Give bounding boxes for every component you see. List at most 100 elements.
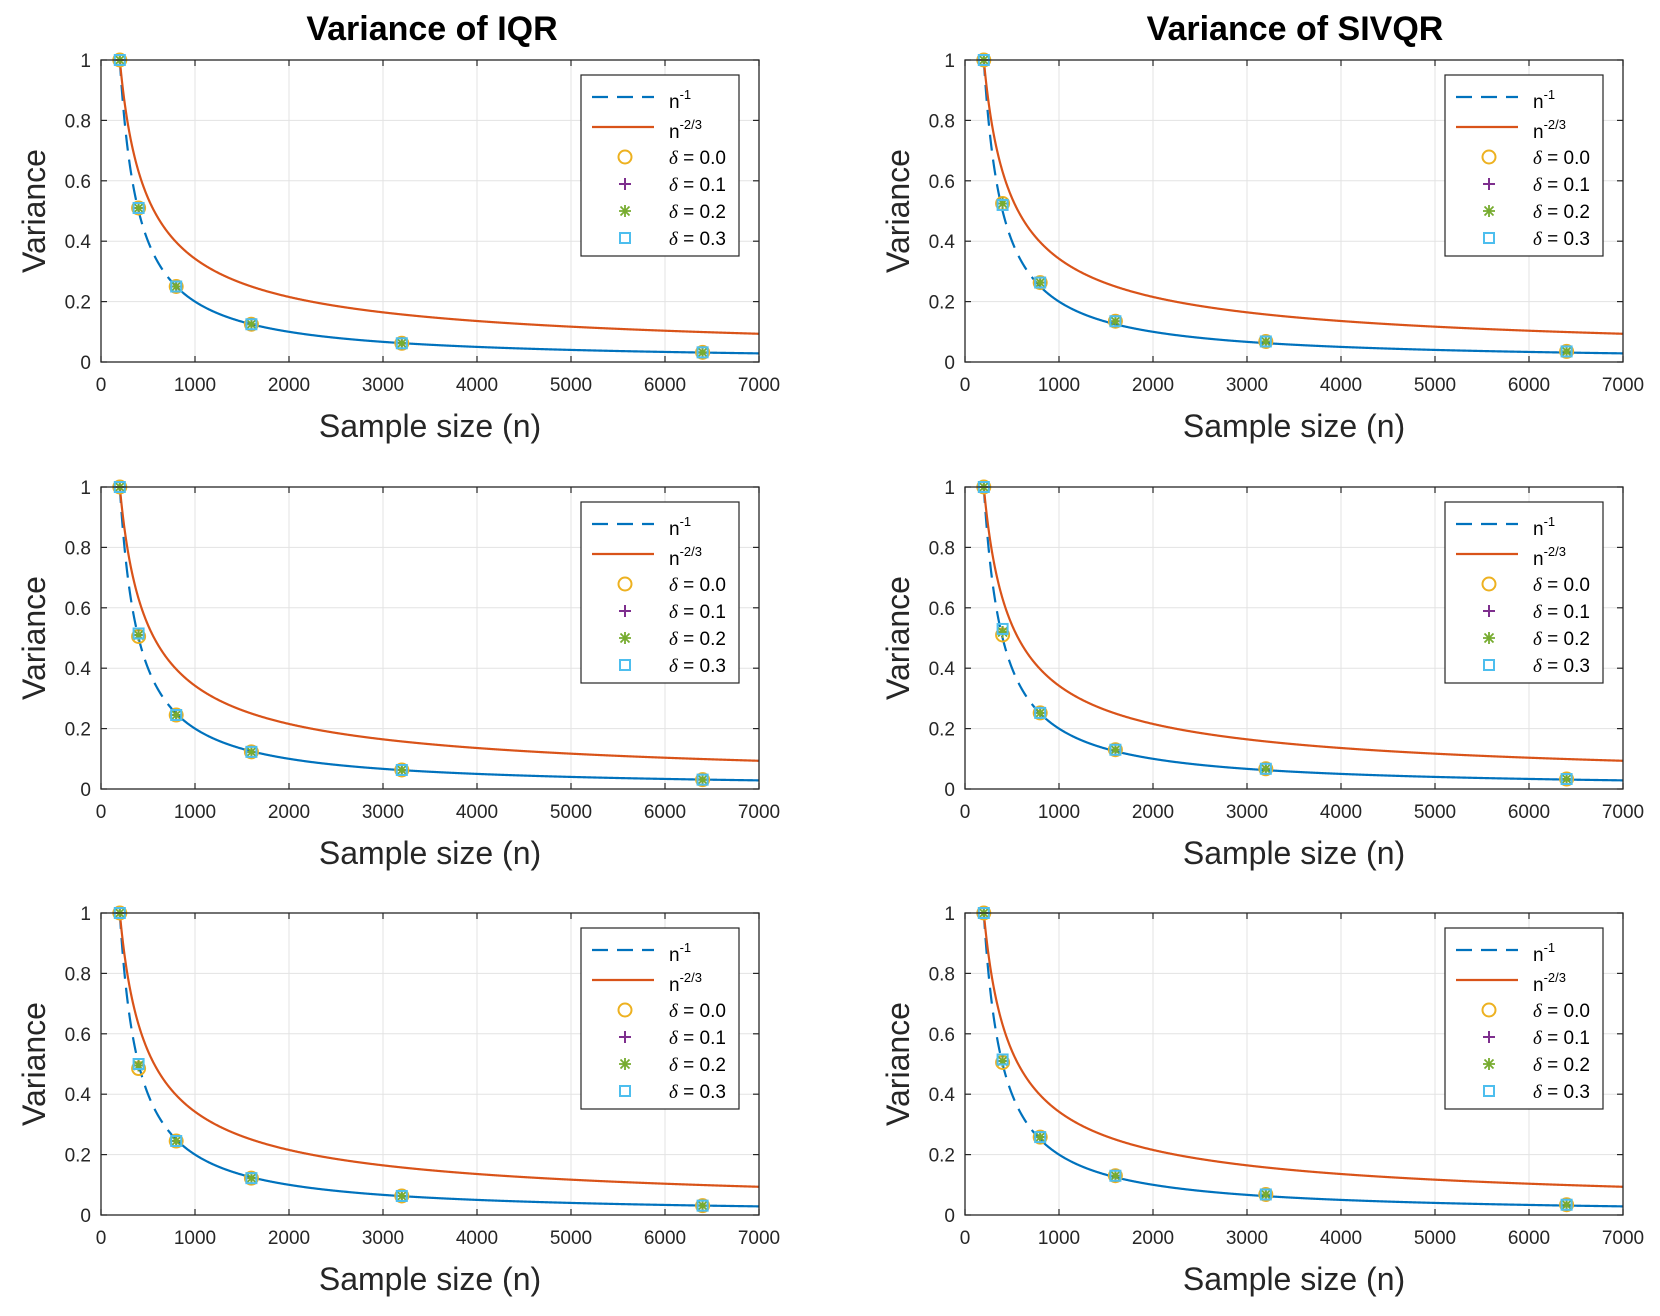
- y-tick-label: 0.8: [65, 964, 91, 985]
- x-axis-label: Sample size (n): [319, 408, 541, 444]
- legend-label-value: = 0.3: [678, 229, 726, 250]
- legend-label-symbol: δ: [1533, 629, 1543, 650]
- data-point-delta-3: [996, 622, 1009, 635]
- legend-label-exponent: -2/3: [1544, 117, 1566, 132]
- legend-label-symbol: δ: [1533, 175, 1543, 196]
- data-point-delta-2: [132, 201, 145, 214]
- curve-n-two-thirds: [118, 912, 760, 1188]
- y-tick-label: 0: [80, 1206, 91, 1227]
- y-tick-label: 0: [944, 353, 955, 374]
- legend-label-exponent: -2/3: [680, 117, 702, 132]
- legend-label-base: n: [1533, 92, 1544, 113]
- legend-label-symbol: δ: [1533, 202, 1543, 223]
- legend-label-symbol: δ: [669, 629, 679, 650]
- x-axis-label: Sample size (n): [1183, 408, 1405, 444]
- data-point-delta-0: [1258, 333, 1274, 349]
- data-point-delta-0: [394, 1188, 410, 1204]
- data-point-delta-2: [395, 337, 408, 350]
- legend-label-symbol: δ: [669, 1055, 679, 1076]
- x-tick-label: 4000: [1320, 802, 1362, 823]
- data-point-delta-3: [1109, 315, 1122, 328]
- y-axis-label: Variance: [880, 1002, 916, 1126]
- x-tick-label: 1000: [174, 375, 216, 396]
- y-tick-label: 0.6: [65, 599, 91, 620]
- legend-label-value: = 0.1: [1542, 1028, 1590, 1049]
- data-point-delta-0: [243, 1170, 259, 1186]
- x-tick-label: 4000: [1320, 1228, 1362, 1249]
- x-tick-label: 1000: [1038, 802, 1080, 823]
- legend-label-value: = 0.3: [678, 656, 726, 677]
- legend-label-d1: δ = 0.1: [1533, 602, 1590, 623]
- legend-label-value: = 0.0: [678, 575, 726, 596]
- x-tick-label: 7000: [738, 375, 780, 396]
- legend-label-value: = 0.2: [678, 1055, 726, 1076]
- data-point-delta-3: [132, 1058, 145, 1070]
- legend-marker-d1: [619, 605, 631, 617]
- x-tick-label: 6000: [1508, 375, 1550, 396]
- x-tick-label: 7000: [738, 1228, 780, 1249]
- data-point-delta-0: [131, 200, 147, 216]
- data-point-delta-0: [1258, 761, 1274, 777]
- data-point-delta-3: [1560, 345, 1573, 358]
- data-point-delta-2: [1259, 1188, 1272, 1201]
- x-axis-label: Sample size (n): [1183, 1261, 1405, 1297]
- legend-label-symbol: δ: [1533, 148, 1543, 169]
- curve-n-inv: [175, 285, 759, 355]
- legend-label-d2: δ = 0.2: [669, 629, 726, 650]
- y-tick-label: 0.6: [929, 172, 955, 193]
- legend-label-symbol: δ: [669, 1001, 679, 1022]
- data-point-delta-2: [1034, 1131, 1047, 1144]
- data-point-delta-0: [243, 744, 259, 760]
- data-point-delta-2: [132, 628, 145, 641]
- column-title-left: Variance of IQR: [306, 10, 557, 48]
- legend-label-value: = 0.0: [678, 1001, 726, 1022]
- legend-marker-d3: [619, 232, 631, 244]
- legend-marker-d2: [619, 1058, 631, 1070]
- legend-label-n_23: n-2/3: [669, 970, 702, 996]
- legend-label-symbol: δ: [669, 1082, 679, 1103]
- legend-label-base: n: [669, 975, 680, 996]
- axes-box: [100, 486, 760, 790]
- legend: n-1n-2/3δ = 0.0δ = 0.1δ = 0.2δ = 0.3: [580, 501, 740, 684]
- data-point-delta-3: [245, 1172, 258, 1185]
- data-point-delta-3: [170, 1135, 183, 1148]
- legend-label-base: n: [669, 519, 680, 540]
- data-point-delta-3: [170, 280, 183, 293]
- curve-n-inv-dashed: [982, 912, 1041, 1141]
- y-tick-label: 0.2: [65, 1146, 91, 1167]
- x-tick-label: 4000: [456, 375, 498, 396]
- y-tick-label: 0.4: [929, 659, 956, 680]
- legend-label-symbol: δ: [669, 656, 679, 677]
- panel-row2-left: 0 1000 2000 3000 4000 5000 6000 7000 0 0.2 0.4 0.6 0…: [16, 478, 780, 871]
- data-point-delta-0: [243, 316, 259, 332]
- legend-box: [580, 501, 740, 684]
- legend-marker-d2: [619, 205, 631, 217]
- data-point-delta-3: [996, 1053, 1009, 1066]
- data-point-delta-3: [132, 201, 145, 214]
- data-point-delta-2: [132, 1059, 145, 1072]
- x-tick-label: 3000: [1226, 802, 1268, 823]
- legend-label-d0: δ = 0.0: [669, 1001, 726, 1022]
- data-point-delta-3: [245, 318, 258, 331]
- legend-marker-d0: [1481, 1002, 1497, 1018]
- axes-box: [964, 912, 1624, 1216]
- legend-label-value: = 0.3: [1542, 229, 1590, 250]
- legend-label-symbol: δ: [669, 175, 679, 196]
- y-tick-label: 0.4: [65, 1085, 92, 1106]
- y-tick-label: 0.6: [65, 172, 91, 193]
- legend: n-1n-2/3δ = 0.0δ = 0.1δ = 0.2δ = 0.3: [1444, 501, 1604, 684]
- x-tick-label: 6000: [644, 1228, 686, 1249]
- y-tick-label: 0: [80, 353, 91, 374]
- data-point-delta-3: [1259, 762, 1272, 775]
- legend-label-d3: δ = 0.3: [669, 1082, 726, 1103]
- legend-label-d1: δ = 0.1: [1533, 175, 1590, 196]
- legend-label-value: = 0.1: [1542, 602, 1590, 623]
- legend-label-base: n: [1533, 945, 1544, 966]
- data-point-delta-3: [1259, 335, 1272, 348]
- curve-n-inv-dashed: [982, 59, 1041, 288]
- legend-label-symbol: δ: [669, 148, 679, 169]
- panel-row3-left: 0 1000 2000 3000 4000 5000 6000 7000 0 0.2 0.4 0.6 0…: [16, 904, 780, 1297]
- x-tick-label: 5000: [550, 1228, 592, 1249]
- legend-marker-d2: [619, 632, 631, 644]
